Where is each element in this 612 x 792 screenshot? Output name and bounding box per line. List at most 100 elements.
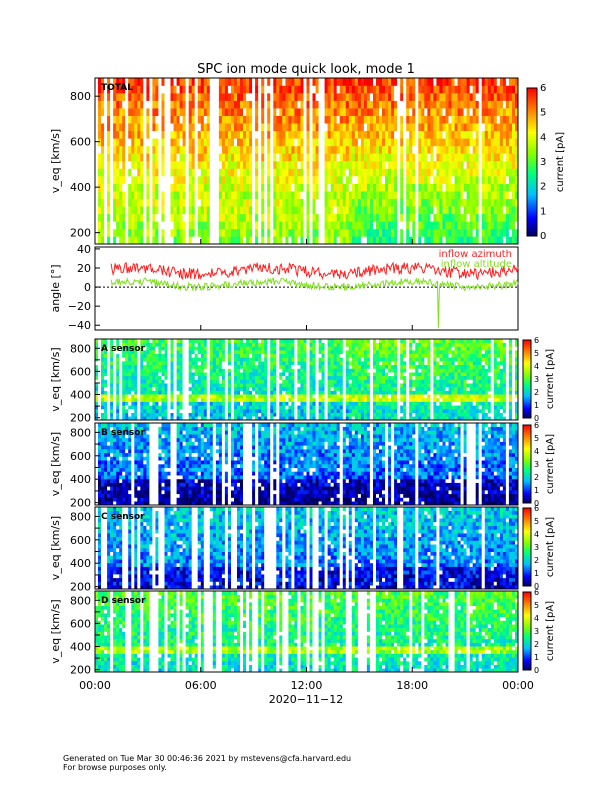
heatmap-cell	[264, 123, 268, 132]
heatmap-cell	[167, 416, 171, 421]
heatmap-cell	[197, 221, 201, 230]
heatmap-cell	[309, 191, 313, 199]
heatmap-cell	[137, 183, 141, 192]
heatmap-cell	[309, 379, 313, 384]
heatmap-cell	[273, 183, 277, 192]
heatmap-cell	[336, 236, 340, 245]
heatmap-cell	[403, 153, 407, 162]
heatmap-cell	[240, 115, 244, 124]
heatmap-cell	[218, 390, 223, 395]
heatmap-cell	[382, 138, 386, 147]
heatmap-cell	[209, 353, 214, 358]
heatmap-cell	[258, 108, 262, 116]
heatmap-cell	[209, 394, 214, 399]
heatmap-cell	[433, 115, 437, 124]
heatmap-cell	[224, 364, 229, 369]
heatmap-cell	[146, 361, 150, 366]
heatmap-cell	[218, 383, 223, 388]
heatmap-cell	[240, 138, 244, 147]
heatmap-cell	[197, 93, 201, 101]
heatmap-cell	[333, 394, 337, 399]
heatmap-cell	[279, 161, 283, 169]
heatmap-cell	[95, 386, 99, 391]
heatmap-cell	[273, 405, 277, 410]
heatmap-cell	[427, 206, 431, 215]
heatmap-cell	[418, 153, 422, 162]
heatmap-cell	[279, 350, 283, 354]
heatmap-cell	[300, 85, 304, 94]
heatmap-cell	[279, 372, 283, 377]
heatmap-cell	[221, 390, 226, 395]
heatmap-cell	[424, 115, 428, 124]
heatmap-cell	[221, 130, 226, 139]
heatmap-cell	[155, 409, 159, 413]
heatmap-cell	[267, 353, 271, 358]
heatmap-cell	[249, 368, 253, 373]
heatmap-cell	[179, 375, 183, 380]
heatmap-cell	[227, 364, 232, 369]
heatmap-cell	[493, 130, 498, 139]
heatmap-cell	[303, 386, 307, 391]
heatmap-cell	[261, 78, 265, 86]
heatmap-cell	[224, 161, 229, 169]
heatmap-cell	[333, 138, 337, 147]
heatmap-cell	[131, 416, 135, 421]
heatmap-cell	[188, 405, 192, 410]
heatmap-cell	[231, 409, 235, 413]
heatmap-cell	[282, 130, 286, 139]
heatmap-cell	[385, 161, 389, 169]
heatmap-cell	[158, 100, 162, 109]
heatmap-cell	[176, 372, 180, 377]
heatmap-cell	[231, 401, 235, 406]
heatmap-cell	[191, 390, 195, 395]
heatmap-cell	[427, 115, 431, 124]
heatmap-cell	[273, 383, 277, 388]
heatmap-cell	[442, 153, 446, 162]
heatmap-cell	[409, 183, 413, 192]
heatmap-cell	[363, 236, 368, 245]
heatmap-cell	[306, 364, 310, 369]
heatmap-cell	[134, 206, 138, 215]
heatmap-cell	[309, 350, 313, 354]
heatmap-cell	[321, 386, 325, 391]
heatmap-cell	[234, 145, 238, 154]
heatmap-cell	[164, 405, 168, 410]
heatmap-cell	[122, 100, 126, 109]
heatmap-cell	[333, 161, 337, 169]
heatmap-cell	[300, 353, 304, 358]
heatmap-cell	[397, 85, 401, 94]
heatmap-cell	[363, 100, 368, 109]
heatmap-cell	[231, 93, 235, 101]
heatmap-cell	[508, 221, 513, 230]
heatmap-cell	[300, 386, 304, 391]
heatmap-cell	[134, 130, 138, 139]
heatmap-cell	[445, 228, 449, 237]
heatmap-cell	[218, 361, 223, 366]
heatmap-cell	[119, 183, 123, 192]
heatmap-cell	[291, 221, 295, 230]
heatmap-cell	[493, 168, 498, 177]
heatmap-cell	[188, 115, 192, 124]
heatmap-cell	[240, 364, 244, 369]
heatmap-cell	[131, 138, 135, 147]
heatmap-cell	[128, 412, 132, 417]
heatmap-cell	[131, 412, 135, 417]
heatmap-cell	[288, 383, 292, 388]
heatmap-cell	[379, 108, 383, 116]
heatmap-cell	[412, 115, 416, 124]
heatmap-cell	[158, 145, 162, 154]
heatmap-cell	[255, 153, 259, 162]
heatmap-cell	[185, 115, 189, 124]
heatmap-cell	[487, 228, 492, 237]
heatmap-cell	[185, 228, 189, 237]
heatmap-cell	[472, 161, 476, 169]
heatmap-cell	[363, 123, 368, 132]
heatmap-cell	[110, 130, 114, 139]
heatmap-cell	[309, 342, 313, 347]
heatmap-cell	[137, 405, 141, 410]
heatmap-cell	[143, 145, 147, 154]
heatmap-cell	[285, 405, 289, 410]
heatmap-cell	[209, 145, 214, 154]
heatmap-cell	[264, 368, 268, 373]
heatmap-cell	[200, 221, 205, 230]
